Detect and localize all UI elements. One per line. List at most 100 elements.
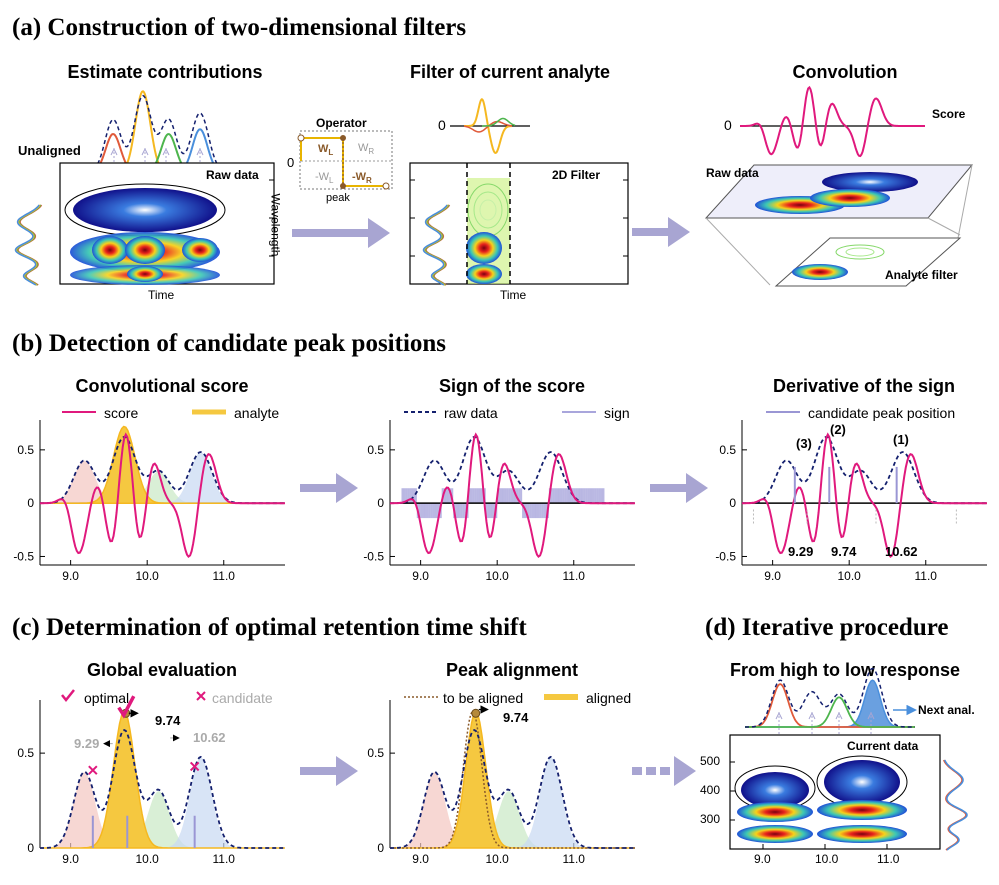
raw-data-curve [390,728,635,849]
sign-bar [506,488,509,504]
section-c-title: (c) Determination of optimal retention t… [12,614,527,641]
operator-peak: peak [326,192,350,204]
sign-bar [470,488,473,504]
raw-data-curve [389,435,635,505]
y-tick-label: 0.5 [719,443,736,457]
peak-time-2: 9.74 [831,544,857,559]
x-tick-label: 11.0 [213,569,236,583]
sign-bar [479,488,482,504]
sign-bar [412,488,415,504]
a1-x-label: Time [148,288,175,302]
legend-optimal: optimal [84,690,130,706]
y-tick-label: 0 [377,841,384,855]
x-tick-label: 11.0 [563,569,586,583]
sign-bar [428,503,431,519]
sign-bar [499,488,502,504]
panel-c2: 9.0 10.0 11.0 0.5 0 [367,694,635,866]
operator-wr: WR [358,142,375,157]
sign-bar [550,488,553,504]
sign-bar [468,488,471,504]
contribution-area [40,772,285,848]
sign-bar [552,488,555,504]
sign-bar [558,488,561,504]
legend-candidate: candidate peak position [808,405,956,421]
to-align-curve [390,710,635,849]
optimal-check [117,695,136,719]
sign-bar [602,488,605,504]
sign-bar [527,503,530,519]
y-tick-label: 0 [27,496,34,510]
sign-bar [407,488,410,504]
raw-data-contour [64,183,226,285]
peak-id-2: (2) [830,422,846,437]
sign-bar [520,488,523,504]
sign-bar [478,488,481,504]
a3-zero: 0 [724,117,732,133]
raw-data-curve [40,728,285,849]
d-x-tick-11: 11.0 [877,852,900,866]
sign-bar [464,503,467,519]
d-raw-curve [745,667,915,728]
sign-bar [594,488,597,504]
x-tick-label: 10.0 [486,569,510,583]
sign-bar [537,503,540,519]
y-tick-label: 0.5 [367,746,384,760]
current-data-contour [734,755,908,843]
spectrum-curve [14,204,40,286]
sign-bar [418,503,421,519]
peak-id-3: (3) [796,436,812,451]
flow-arrows [292,217,708,786]
sign-bar [562,488,565,504]
panel-a3-title: Convolution [792,62,898,82]
sign-bar [589,488,592,504]
x-tick-label: 10.0 [486,852,510,866]
sign-bar [541,503,544,519]
operator-zero: 0 [287,155,295,170]
y-tick-label: 0 [377,496,384,510]
score-curve [40,432,285,558]
panel-a1-title: Estimate contributions [67,62,263,82]
panel-b1-title: Convolutional score [75,376,249,396]
d-y-tick-300: 300 [700,812,721,826]
panel-c1-title: Global evaluation [86,660,238,680]
sign-bar [531,503,534,519]
panel-d-title: From high to low response [729,660,961,680]
sign-bar [460,503,463,519]
sign-bar [564,488,567,504]
sign-bar [443,488,446,504]
sign-bar [493,503,496,519]
sign-bar [409,488,412,504]
operator-neg-wr: -WR [352,171,372,186]
contribution-area [390,772,635,848]
d-spectrum-curve [942,759,967,851]
operator-neg-wl: -WL [315,171,334,186]
a1-y-label: Wavelength [268,193,283,257]
operator-title: Operator [316,116,367,130]
arrow-c1-c2 [300,756,358,786]
aligned-point [471,708,481,718]
sign-bar [543,503,546,519]
panel-a3 [704,85,974,287]
legend-score: score [104,405,139,421]
sign-bar [426,503,429,519]
sign-bar [590,488,593,504]
sign-bar [455,503,458,519]
sign-bar [434,503,437,519]
panel-d [729,667,968,851]
score-label: Score [932,107,966,121]
sign-bar [456,503,459,519]
legend-analyte: analyte [234,405,280,421]
sign-bar [556,488,559,504]
panel-b3: 9.0 10.0 11.0 0.5 0 -0.5 [715,411,987,583]
sign-bar [405,488,408,504]
unaligned-label: Unaligned [18,143,81,158]
filter-contour [466,183,509,284]
sign-bar [600,488,603,504]
y-tick-label: 0.5 [17,746,34,760]
sign-bar [462,503,465,519]
x-tick-label: 11.0 [915,569,938,583]
filter-2d-label: 2D Filter [552,168,601,182]
panel-b2-title: Sign of the score [438,376,586,396]
sign-bar [445,488,448,504]
